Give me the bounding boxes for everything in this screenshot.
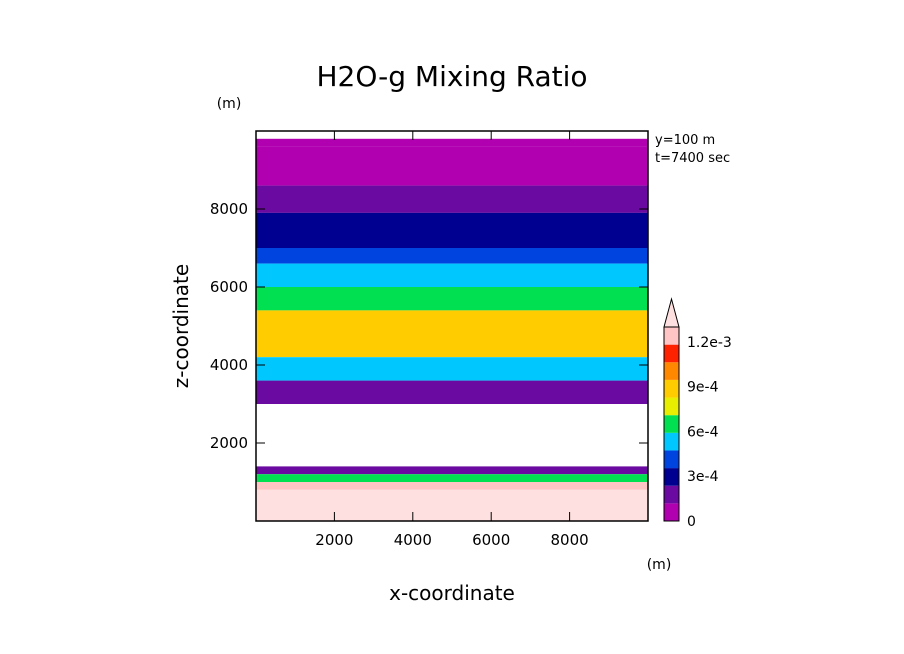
colorbar-segment [664, 344, 679, 363]
heatmap-layer-14 [256, 489, 648, 521]
colorbar-segment [664, 415, 679, 433]
plot-frame [255, 130, 649, 522]
colorbar-tick-label: 3e-4 [687, 469, 719, 485]
heatmap-layer-1 [256, 146, 648, 186]
y-tick-label: 8000 [210, 200, 248, 218]
heatmap-layer-9 [256, 380, 648, 404]
heatmap-layer-2 [256, 185, 648, 213]
heatmap-layer-4 [256, 248, 648, 264]
annotation-y: y=100 m [655, 133, 715, 148]
y-axis-label: z-coordinate [169, 264, 193, 388]
heatmap-layer-8 [256, 357, 648, 381]
heatmap-field [256, 138, 648, 521]
colorbar-segment [664, 450, 679, 469]
x-tick-label: 2000 [315, 531, 353, 549]
colorbar-segment [664, 432, 679, 451]
y-tick-label: 2000 [210, 434, 248, 452]
heatmap-layer-6 [256, 287, 648, 311]
heatmap-layer-3 [256, 212, 648, 248]
x-axis-label: x-coordinate [389, 581, 515, 605]
axis-ticks: 2000 4000 6000 8000 2000 4000 6000 8000 [210, 131, 648, 549]
heatmap-layer-0 [256, 138, 648, 147]
colorbar-segment [664, 503, 679, 521]
y-tick-label: 6000 [210, 278, 248, 296]
heatmap-layer-7 [256, 310, 648, 358]
colorbar-segment [664, 397, 679, 416]
colorbar-tick-label: 1.2e-3 [687, 335, 732, 351]
colorbar-tick-label: 9e-4 [687, 380, 719, 396]
colorbar-tick-label: 0 [687, 514, 696, 530]
heatmap-layer-10 [256, 404, 648, 467]
heatmap-layer-12 [256, 474, 648, 482]
y-unit-label: (m) [217, 96, 242, 112]
x-unit-label: (m) [647, 557, 672, 573]
colorbar-extend-arrow [663, 297, 680, 328]
heatmap-layer-5 [256, 263, 648, 287]
colorbar-tick-label: 6e-4 [687, 424, 719, 440]
colorbar-segment [664, 379, 679, 398]
colorbar-segment [664, 485, 679, 504]
colorbar-frame [663, 326, 680, 522]
heatmap-layer-13 [256, 482, 648, 490]
x-tick-label: 8000 [551, 531, 589, 549]
annotation-t: t=7400 sec [655, 151, 730, 166]
x-tick-label: 6000 [472, 531, 510, 549]
heatmap-layer-11 [256, 466, 648, 475]
chart-title: H2O-g Mixing Ratio [316, 60, 587, 93]
colorbar-segment [664, 362, 679, 380]
colorbar-segment [664, 327, 679, 345]
colorbar: 0 3e-4 6e-4 9e-4 1.2e-3 [663, 297, 732, 530]
colorbar-segment [664, 468, 679, 486]
y-tick-label: 4000 [210, 356, 248, 374]
x-tick-label: 4000 [394, 531, 432, 549]
